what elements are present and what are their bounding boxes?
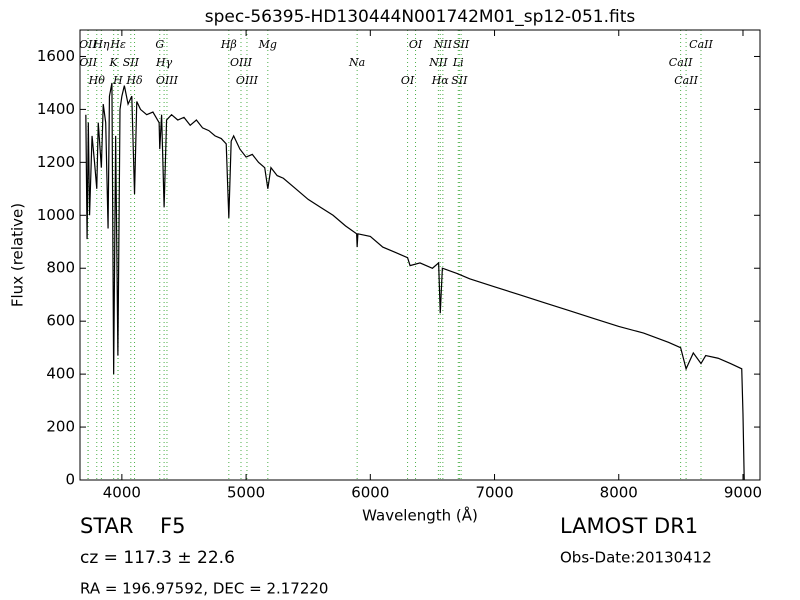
spectral-line-label: NII (428, 56, 448, 69)
y-tick-label: 800 (46, 259, 75, 277)
x-axis-label: Wavelength (Å) (362, 506, 478, 525)
spectrum-line (85, 82, 745, 481)
spectral-line-label: SII (451, 74, 468, 87)
spectral-line-label: CaII (669, 56, 693, 69)
x-tick-label: 7000 (475, 484, 513, 502)
coordinates: RA = 196.97592, DEC = 2.17220 (80, 580, 328, 598)
spectral-line-label: Hη (92, 38, 110, 51)
y-tick-label: 400 (46, 365, 75, 383)
spectral-line-label: G (155, 38, 164, 51)
spectral-line-label: Hβ (220, 38, 237, 51)
x-tick-label: 4000 (103, 484, 141, 502)
spectral-line-label: K (109, 56, 119, 69)
spectral-line-label: OII (79, 56, 97, 69)
y-axis-label: Flux (relative) (9, 203, 27, 307)
y-tick-label: 200 (46, 418, 75, 436)
spectral-line-label: CaII (689, 38, 713, 51)
survey: LAMOST DR1 (560, 514, 698, 538)
x-tick-label: 6000 (351, 484, 389, 502)
x-tick-label: 9000 (724, 484, 762, 502)
spectral-line-label: NII (433, 38, 453, 51)
spectral-line-label: CaII (674, 74, 698, 87)
spectral-line-label: Na (348, 56, 365, 69)
y-tick-label: 1200 (37, 153, 75, 171)
x-tick-label: 8000 (600, 484, 638, 502)
chart-title: spec-56395-HD130444N001742M01_sp12-051.f… (205, 7, 636, 27)
y-tick-label: 0 (65, 471, 75, 489)
spectral-line-label: OII (79, 38, 97, 51)
spectral-line-label: Hδ (125, 74, 143, 87)
spectral-line-label: Li (452, 56, 464, 69)
plot-frame (79, 29, 761, 481)
spectral-line-label: OIII (156, 74, 179, 87)
obs-date: Obs-Date:20130412 (560, 549, 712, 567)
y-tick-label: 600 (46, 312, 75, 330)
object-class: STAR (80, 514, 133, 538)
y-tick-label: 1400 (37, 100, 75, 118)
spectral-line-label: Hθ (88, 74, 106, 87)
spectral-line-label: Mg (258, 38, 277, 51)
spectral-line-label: H (112, 74, 123, 87)
y-tick-label: 1000 (37, 206, 75, 224)
x-tick-label: 5000 (227, 484, 265, 502)
spectral-line-label: OIII (236, 74, 259, 87)
spectral-line-label: Hγ (155, 56, 173, 69)
spectral-line-label: SII (453, 38, 470, 51)
redshift: cz = 117.3 ± 22.6 (80, 548, 235, 568)
spectral-line-label: Hε (109, 38, 126, 51)
spectral-line-label: Hα (431, 74, 450, 87)
spectral-line-label: OI (401, 74, 415, 87)
object-subclass: F5 (160, 514, 185, 538)
spectral-line-label: SII (123, 56, 140, 69)
spectral-line-label: OI (409, 38, 423, 51)
spectral-line-label: OIII (230, 56, 253, 69)
y-tick-label: 1600 (37, 47, 75, 65)
